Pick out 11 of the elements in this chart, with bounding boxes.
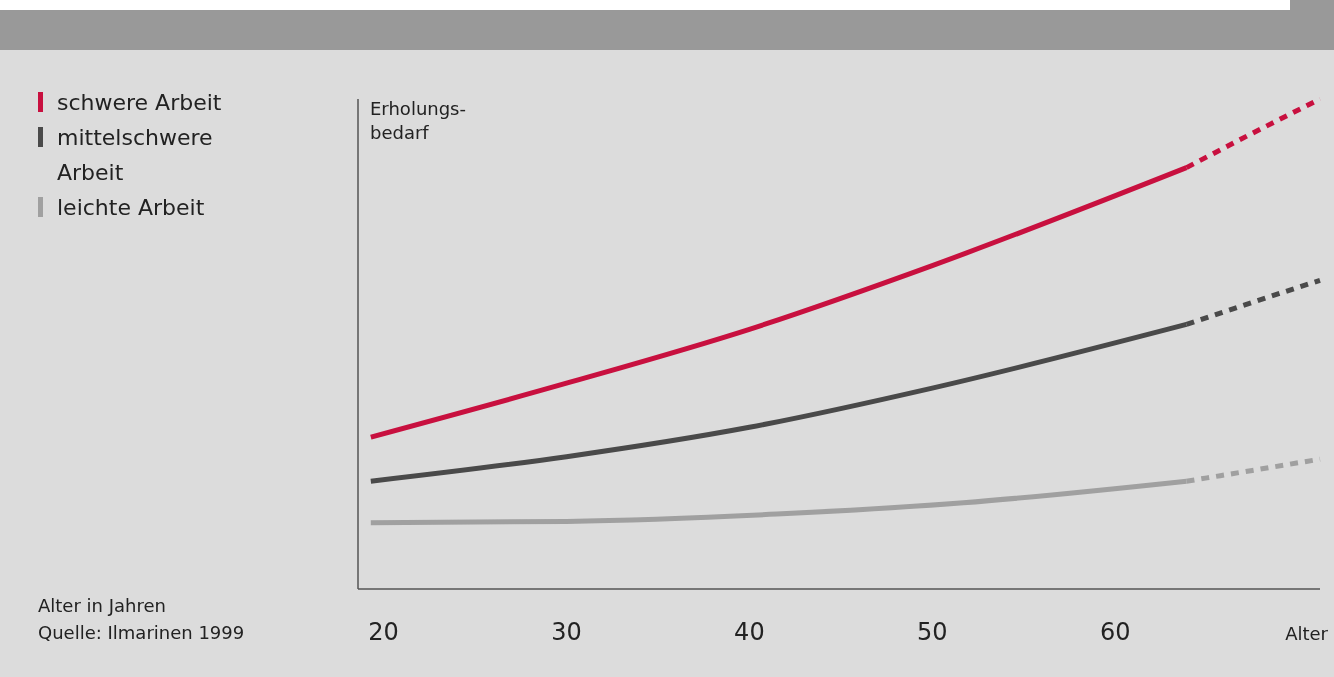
x-tick-label: 40 — [734, 618, 765, 646]
y-axis-title: Erholungs- bedarf — [370, 98, 466, 143]
source-note: Quelle: Ilmarinen 1999 — [38, 622, 245, 643]
text: Alter in Jahren — [38, 595, 166, 616]
legend-label: leichte Arbeit — [57, 195, 205, 220]
x-tick-label: 50 — [917, 618, 948, 646]
x-tick-label: 60 — [1099, 618, 1131, 646]
legend-label: schwere Arbeit — [57, 90, 222, 115]
x-tick-label: 20 — [368, 618, 399, 646]
x-axis-title: Alter — [1285, 623, 1329, 644]
x-tick-label: 30 — [551, 618, 582, 646]
